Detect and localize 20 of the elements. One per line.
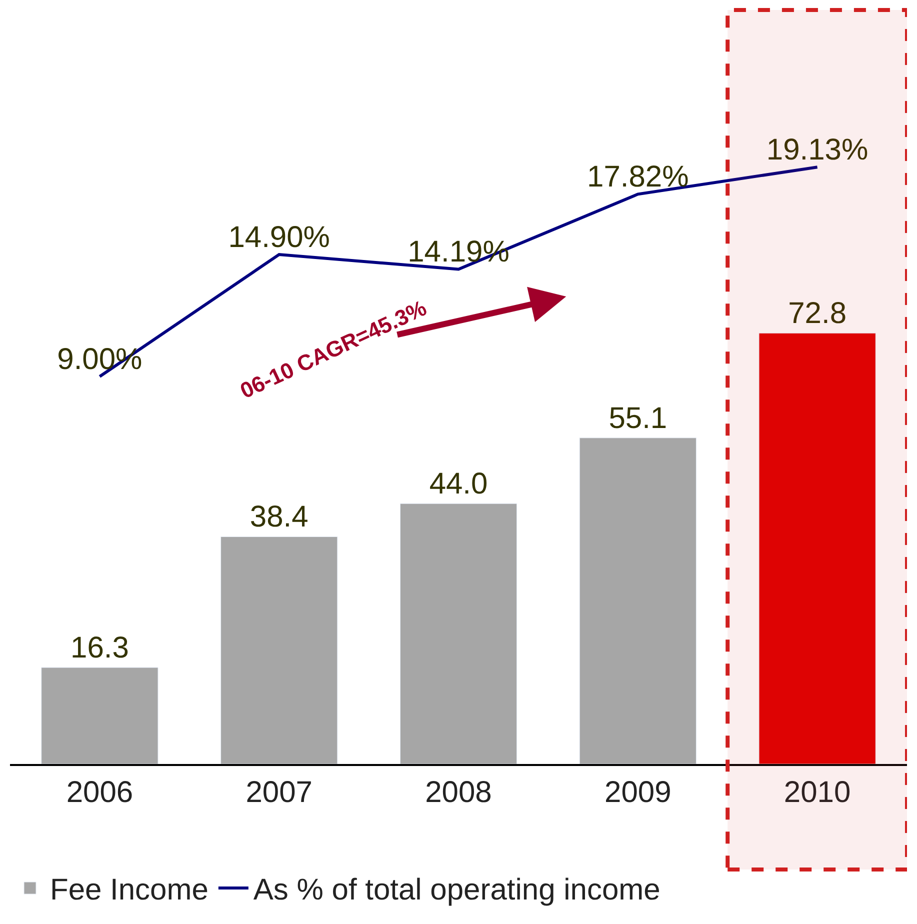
- data-label: 44.0: [429, 468, 488, 501]
- data-label: 38.4: [250, 500, 308, 534]
- x-tick-label: 2006: [66, 776, 134, 809]
- data-label: 19.13%: [766, 134, 868, 167]
- x-tick-label: 2007: [246, 776, 312, 809]
- bar: [220, 536, 338, 764]
- bar: [41, 667, 158, 764]
- bar: [579, 438, 696, 764]
- x-tick-label: 2008: [425, 776, 492, 809]
- data-label: 17.82%: [587, 160, 689, 194]
- legend-label: Fee Income: [50, 874, 208, 907]
- data-label: 55.1: [608, 402, 668, 435]
- x-tick-label: 2009: [604, 776, 672, 809]
- x-tick-label: 2010: [784, 776, 851, 809]
- bar: [758, 332, 876, 764]
- data-label: 16.3: [70, 632, 129, 665]
- bar: [400, 503, 518, 764]
- data-label: 14.90%: [228, 221, 330, 254]
- data-label: 72.8: [788, 297, 846, 330]
- legend-label: As % of total operating income: [253, 874, 660, 907]
